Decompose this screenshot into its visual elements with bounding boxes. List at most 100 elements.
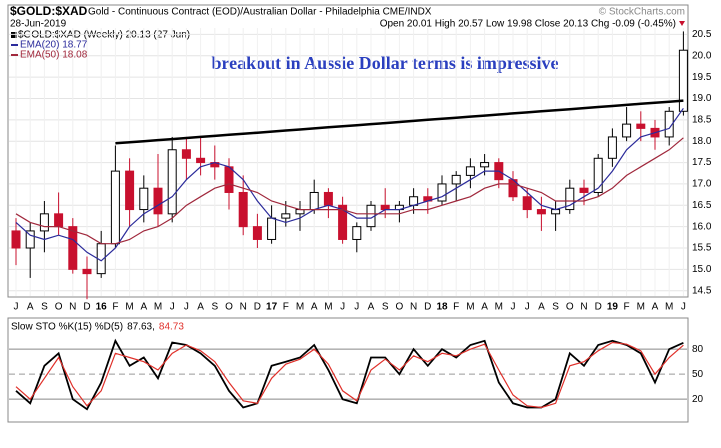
x-tick-label: F (283, 302, 289, 313)
x-tick-label: O (55, 302, 63, 313)
candle-body (25, 230, 35, 249)
x-tick-label: S (552, 302, 559, 313)
x-tick-label: F (453, 302, 459, 313)
candle-body (54, 213, 64, 228)
indicator-value: 87.63 (127, 322, 152, 333)
candle-body (437, 183, 447, 202)
candle-body (252, 226, 262, 240)
x-tick-label: D (83, 302, 90, 313)
legend-label: EMA(20) 18.77 (20, 40, 88, 51)
x-tick-label: D (254, 302, 261, 313)
candle-body (68, 226, 78, 270)
x-tick-label: 17 (266, 302, 278, 313)
candle-body (153, 187, 163, 215)
candle-body (82, 268, 92, 275)
candle-body (380, 204, 390, 211)
x-tick-label: J (184, 302, 189, 313)
y-tick-label: 50 (692, 369, 704, 380)
y-tick-label: 18.5 (692, 114, 712, 125)
candle-body (664, 110, 674, 138)
x-tick-label: A (27, 302, 34, 313)
x-tick-label: N (240, 302, 247, 313)
x-tick-label: J (14, 302, 19, 313)
x-tick-label: M (154, 302, 162, 313)
y-tick-label: 80 (692, 344, 704, 355)
x-tick-label: F (112, 302, 118, 313)
candle-body (309, 191, 319, 211)
x-tick-label: 18 (436, 302, 448, 313)
x-tick-label: M (296, 302, 304, 313)
x-tick-label: D (595, 302, 602, 313)
x-tick-label: M (665, 302, 673, 313)
candle-body (196, 157, 206, 164)
x-tick-label: S (382, 302, 389, 313)
x-tick-label: D (424, 302, 431, 313)
legend-label: EMA(50) 18.08 (20, 50, 88, 61)
y-tick-label: 17.0 (692, 179, 712, 190)
x-tick-label: S (41, 302, 48, 313)
legend-main: $GOLD:$XAD (Weekly) 20.13 (27 Jun) (18, 30, 190, 41)
x-tick-label: A (140, 302, 147, 313)
candle-body (139, 187, 149, 211)
x-tick-label: A (538, 302, 545, 313)
y-tick-label: 17.5 (692, 157, 712, 168)
description: Gold - Continuous Contract (EOD)/Austral… (88, 7, 432, 18)
x-tick-label: A (197, 302, 204, 313)
y-tick-label: 19.5 (692, 72, 712, 83)
legend-swatch (11, 32, 17, 38)
x-tick-label: J (511, 302, 516, 313)
x-tick-label: O (225, 302, 233, 313)
x-tick-label: O (566, 302, 574, 313)
x-tick-label: 16 (96, 302, 108, 313)
y-tick-label: 14.5 (692, 285, 712, 296)
x-tick-label: F (624, 302, 630, 313)
candle-body (281, 213, 291, 219)
candle-body (125, 170, 135, 211)
candle-body (522, 196, 532, 211)
candle-body (536, 209, 546, 215)
x-tick-label: M (495, 302, 503, 313)
candle-body (622, 123, 632, 138)
x-tick-label: A (652, 302, 659, 313)
candle-body (110, 170, 120, 245)
candle-body (636, 123, 646, 129)
x-tick-label: J (525, 302, 530, 313)
candle-body (181, 149, 191, 159)
candle-body (39, 213, 49, 232)
ema-line (15, 137, 684, 245)
candle-body (267, 217, 277, 240)
candle-body (224, 166, 234, 193)
candle-body (295, 209, 305, 215)
quote: Open 20.01 High 20.57 Low 19.98 Close 20… (380, 19, 676, 30)
candle-body (678, 49, 688, 112)
x-tick-label: M (324, 302, 332, 313)
candle-body (11, 230, 21, 249)
y-tick-label: 18.0 (692, 136, 712, 147)
x-tick-label: N (410, 302, 417, 313)
watermark: © StockCharts.com (599, 7, 685, 18)
x-tick-label: 19 (607, 302, 619, 313)
candle-body (465, 166, 475, 176)
y-tick-label: 15.5 (692, 243, 712, 254)
candle-body (323, 191, 333, 206)
x-tick-label: J (354, 302, 359, 313)
indicator-panel (7, 317, 689, 423)
y-tick-label: 19.0 (692, 93, 712, 104)
x-tick-label: A (311, 302, 318, 313)
x-tick-label: S (211, 302, 218, 313)
indicator-value: 84.73 (159, 322, 184, 333)
x-tick-label: J (681, 302, 686, 313)
candle-body (167, 149, 177, 215)
candle-body (593, 157, 603, 193)
indicator-line (15, 338, 684, 411)
candle-body (480, 162, 490, 168)
y-tick-label: 20.5 (692, 29, 712, 40)
candle-body (607, 136, 617, 159)
candle-body (451, 174, 461, 185)
trendline (115, 99, 684, 145)
y-tick-label: 16.5 (692, 200, 712, 211)
y-tick-label: 16.0 (692, 221, 712, 232)
y-tick-label: 20.0 (692, 50, 712, 61)
y-tick-label: 20 (692, 394, 704, 405)
